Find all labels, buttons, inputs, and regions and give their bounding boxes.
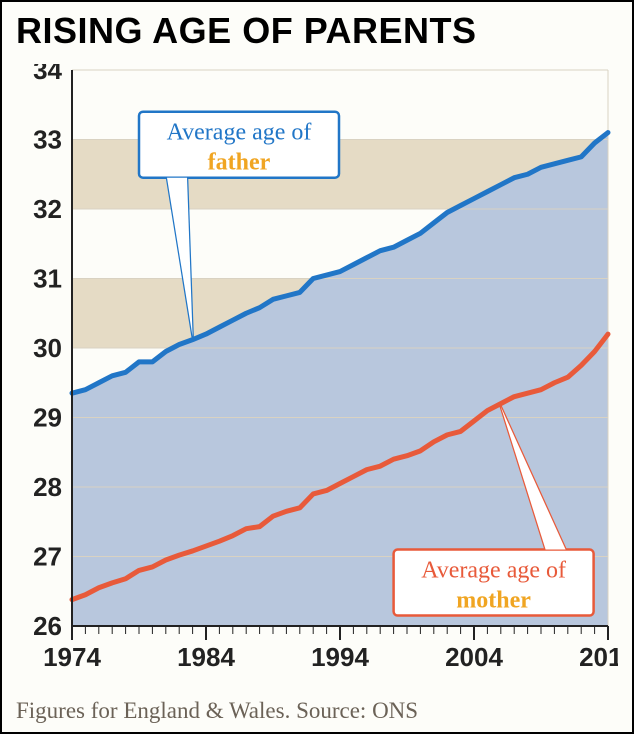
callout-line1-mother: Average age of <box>421 558 566 584</box>
chart-frame: RISING AGE OF PARENTS 26 27 28 29 30 31 32 33 34… <box>0 0 634 734</box>
x-tick-label: 1974 <box>43 642 101 672</box>
x-tick-label: 2014 <box>579 642 618 672</box>
x-tick-label: 1984 <box>177 642 235 672</box>
x-tick-label: 1994 <box>311 642 369 672</box>
line-chart: 26 27 28 29 30 31 32 33 34 1974 1984 1994 2004 2014 Av… <box>16 64 618 680</box>
chart-title: RISING AGE OF PARENTS <box>2 2 632 56</box>
callout-line1-father: Average age of <box>167 120 312 146</box>
y-tick-label: 34 <box>33 64 62 85</box>
y-tick-label: 31 <box>33 264 62 294</box>
y-tick-label: 27 <box>33 542 62 572</box>
y-tick-label: 33 <box>33 125 62 155</box>
y-tick-label: 26 <box>33 611 62 641</box>
callout-line2-mother: mother <box>456 588 531 614</box>
y-tick-label: 32 <box>33 194 62 224</box>
callout-line2-father: father <box>208 150 271 176</box>
y-tick-label: 28 <box>33 472 62 502</box>
y-tick-label: 30 <box>33 333 62 363</box>
y-tick-label: 29 <box>33 403 62 433</box>
chart-footer: Figures for England & Wales. Source: ONS <box>16 698 618 724</box>
chart-area: 26 27 28 29 30 31 32 33 34 1974 1984 1994 2004 2014 Av… <box>16 64 618 680</box>
x-tick-label: 2004 <box>445 642 503 672</box>
